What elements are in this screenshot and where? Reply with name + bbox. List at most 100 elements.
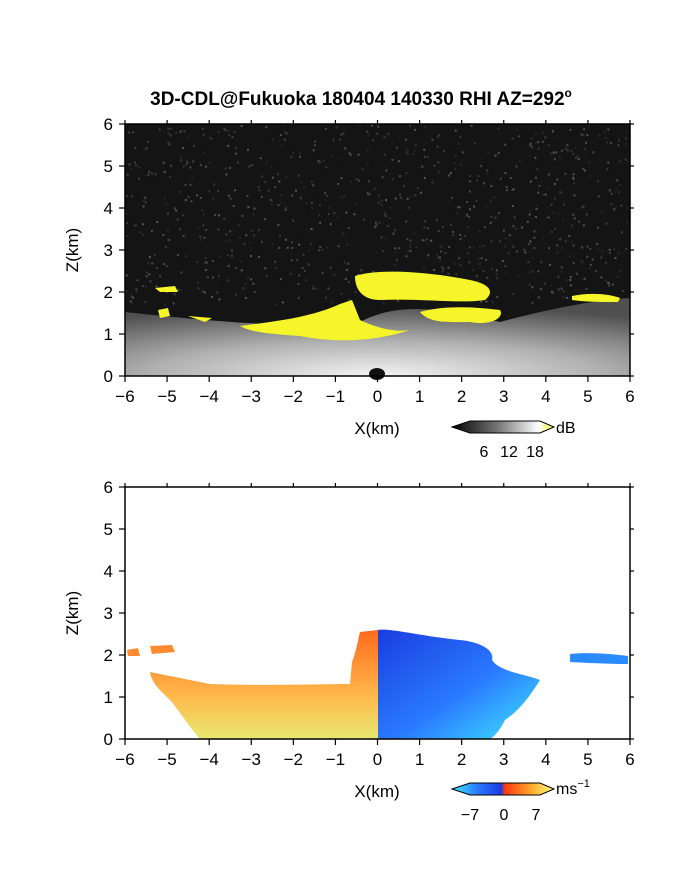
- snr-noise-speck: [173, 207, 176, 210]
- snr-noise-speck: [132, 131, 135, 134]
- snr-noise-speck: [527, 261, 530, 264]
- snr-noise-speck: [175, 209, 178, 212]
- snr-noise-speck: [414, 194, 417, 197]
- snr-xtick-label: 0: [373, 387, 382, 406]
- snr-noise-speck: [483, 182, 486, 185]
- snr-noise-speck: [164, 303, 167, 306]
- snr-colorbar: dB 6 12 18: [450, 420, 576, 461]
- snr-noise-speck: [170, 127, 173, 130]
- snr-noise-speck: [295, 189, 298, 192]
- velocity-colorbar-ticks: −7 0 7: [461, 807, 541, 824]
- snr-noise-speck: [177, 288, 180, 291]
- snr-noise-speck: [425, 142, 428, 145]
- snr-noise-speck: [448, 174, 451, 177]
- snr-noise-speck: [317, 159, 320, 162]
- snr-noise-speck: [357, 179, 360, 182]
- snr-noise-speck: [446, 146, 449, 149]
- snr-noise-speck: [284, 176, 287, 179]
- snr-noise-speck: [371, 124, 374, 127]
- snr-noise-speck: [455, 212, 458, 215]
- velocity-xtick-label: 2: [457, 750, 466, 769]
- snr-noise-speck: [169, 175, 172, 178]
- snr-noise-speck: [243, 242, 246, 245]
- snr-noise-speck: [613, 248, 616, 251]
- snr-elevated-layer: [355, 271, 490, 302]
- snr-noise-speck: [184, 184, 187, 187]
- snr-noise-speck: [380, 236, 383, 239]
- snr-noise-speck: [557, 213, 560, 216]
- snr-noise-speck: [596, 226, 599, 229]
- snr-noise-speck: [180, 289, 183, 292]
- snr-noise-speck: [199, 238, 202, 241]
- snr-noise-speck: [490, 215, 493, 218]
- snr-noise-speck: [296, 259, 299, 262]
- snr-noise-speck: [144, 286, 147, 289]
- snr-noise-speck: [467, 252, 470, 255]
- snr-noise-speck: [253, 290, 256, 293]
- snr-noise-speck: [514, 227, 517, 230]
- snr-noise-speck: [145, 147, 148, 150]
- snr-noise-speck: [457, 142, 460, 145]
- snr-noise-speck: [141, 234, 144, 237]
- snr-noise-speck: [529, 180, 532, 183]
- snr-highlight-right: [420, 307, 501, 324]
- snr-noise-speck: [168, 239, 171, 242]
- snr-noise-speck: [348, 152, 351, 155]
- snr-noise-speck: [444, 252, 447, 255]
- snr-noise-speck: [609, 142, 612, 145]
- snr-xtick-label: −2: [284, 387, 303, 406]
- snr-noise-speck: [610, 192, 613, 195]
- snr-noise-speck: [531, 286, 534, 289]
- snr-noise-speck: [329, 266, 332, 269]
- snr-noise-speck: [424, 220, 427, 223]
- snr-noise-speck: [332, 138, 335, 141]
- snr-noise-speck: [173, 293, 176, 296]
- snr-noise-speck: [349, 180, 352, 183]
- snr-noise-speck: [305, 279, 308, 282]
- snr-noise-speck: [595, 270, 598, 273]
- snr-noise-speck: [211, 276, 214, 279]
- snr-noise-speck: [442, 267, 445, 270]
- snr-noise-speck: [229, 166, 232, 169]
- snr-noise-speck: [503, 245, 506, 248]
- snr-noise-speck: [451, 196, 454, 199]
- snr-noise-speck: [619, 269, 622, 272]
- snr-noise-speck: [526, 220, 529, 223]
- snr-noise-speck: [180, 156, 183, 159]
- snr-noise-speck: [586, 245, 589, 248]
- snr-noise-speck: [325, 166, 328, 169]
- snr-noise-speck: [512, 188, 515, 191]
- snr-noise-speck: [383, 136, 386, 139]
- snr-noise-speck: [212, 198, 215, 201]
- snr-noise-speck: [501, 259, 504, 262]
- snr-noise-speck: [469, 208, 472, 211]
- snr-noise-speck: [312, 287, 315, 290]
- snr-noise-speck: [283, 130, 286, 133]
- snr-noise-speck: [496, 295, 499, 298]
- snr-noise-speck: [452, 234, 455, 237]
- snr-noise-speck: [264, 218, 267, 221]
- snr-noise-speck: [494, 216, 497, 219]
- snr-noise-speck: [422, 267, 425, 270]
- snr-noise-speck: [574, 289, 577, 292]
- snr-noise-speck: [360, 269, 363, 272]
- snr-noise-speck: [406, 149, 409, 152]
- snr-noise-speck: [280, 144, 283, 147]
- snr-ytick-label: 1: [104, 325, 113, 344]
- snr-noise-speck: [481, 249, 484, 252]
- snr-noise-speck: [553, 227, 556, 230]
- snr-noise-speck: [264, 267, 267, 270]
- snr-noise-speck: [510, 137, 513, 140]
- snr-noise-speck: [533, 230, 536, 233]
- snr-noise-speck: [550, 203, 553, 206]
- snr-noise-speck: [515, 165, 518, 168]
- snr-noise-speck: [504, 172, 507, 175]
- snr-noise-speck: [582, 133, 585, 136]
- snr-noise-speck: [402, 185, 405, 188]
- snr-noise-speck: [580, 207, 583, 210]
- snr-noise-speck: [248, 241, 251, 244]
- snr-noise-speck: [437, 161, 440, 164]
- snr-noise-speck: [490, 185, 493, 188]
- snr-noise-speck: [299, 195, 302, 198]
- snr-noise-layer: [125, 124, 629, 306]
